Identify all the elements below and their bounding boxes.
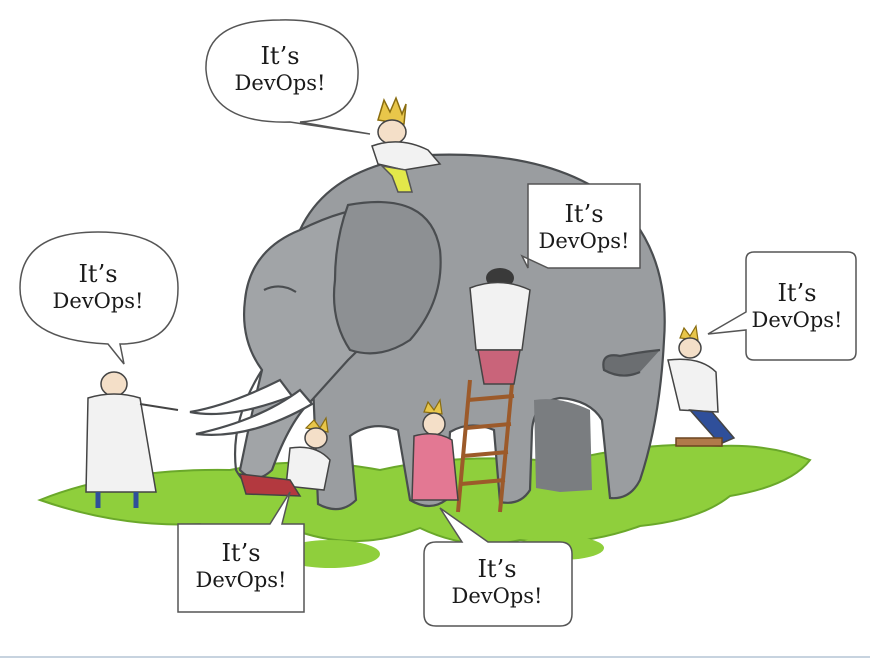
bubble-shape-left bbox=[19, 231, 179, 365]
elephant-leg-gap bbox=[534, 399, 592, 492]
person-legs bbox=[238, 416, 331, 497]
speech-bubble-shapes bbox=[19, 19, 857, 627]
person-ladder bbox=[469, 268, 531, 385]
person-left bbox=[85, 371, 179, 508]
bubble-shape-ladder bbox=[520, 183, 641, 269]
person-top bbox=[371, 95, 442, 193]
person-pink bbox=[411, 398, 459, 501]
bubble-shape-top bbox=[205, 19, 371, 135]
elephant-ear bbox=[332, 200, 442, 355]
elephant-eye bbox=[263, 285, 297, 293]
person-right bbox=[667, 324, 736, 447]
bottom-divider bbox=[0, 656, 870, 658]
bubble-shape-bottom-right bbox=[423, 507, 573, 627]
elephant-tail bbox=[602, 348, 661, 377]
bubble-shape-bottom-left bbox=[177, 491, 305, 613]
elephant-tusk-right bbox=[195, 388, 314, 436]
grass-patch bbox=[280, 540, 380, 568]
elephant-tusk-left bbox=[189, 378, 294, 416]
bubble-shape-right bbox=[707, 251, 857, 361]
